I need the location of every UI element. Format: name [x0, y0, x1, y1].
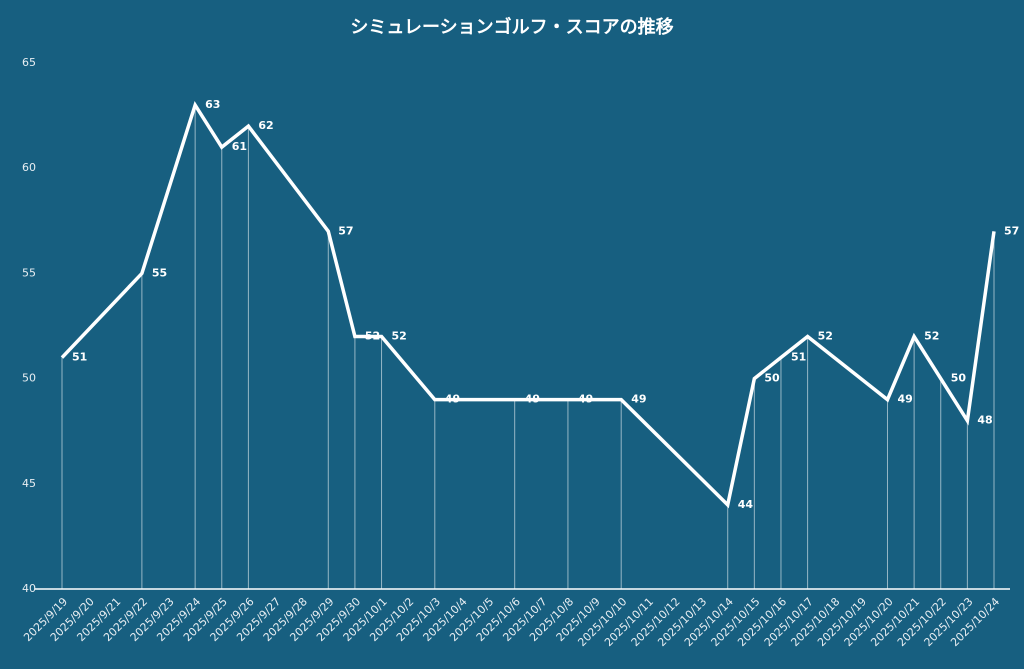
value-label: 57: [1004, 224, 1019, 237]
value-label: 50: [951, 372, 967, 385]
value-label: 44: [738, 498, 754, 511]
value-label: 63: [205, 98, 220, 111]
value-label: 52: [392, 330, 407, 343]
value-label: 55: [152, 266, 167, 279]
value-label: 52: [924, 330, 939, 343]
value-label: 62: [258, 119, 273, 132]
y-tick-label: 45: [22, 477, 36, 490]
y-tick-label: 50: [22, 372, 36, 385]
value-label: 52: [818, 330, 833, 343]
y-tick-label: 60: [22, 161, 36, 174]
y-tick-label: 65: [22, 56, 36, 69]
value-label: 49: [897, 393, 912, 406]
value-label: 51: [791, 351, 806, 364]
value-label: 49: [525, 393, 540, 406]
value-label: 49: [445, 393, 460, 406]
y-tick-label: 55: [22, 266, 36, 279]
y-tick-label: 40: [22, 582, 36, 595]
value-label: 51: [72, 351, 87, 364]
chart-title: シミュレーションゴルフ・スコアの推移: [350, 16, 673, 38]
value-label: 52: [365, 330, 380, 343]
value-label: 49: [631, 393, 646, 406]
score-line: [60, 100, 996, 509]
value-label: 57: [338, 224, 353, 237]
value-label: 61: [232, 140, 247, 153]
value-label: 48: [977, 414, 992, 427]
value-label: 50: [764, 372, 780, 385]
value-label: 49: [578, 393, 593, 406]
